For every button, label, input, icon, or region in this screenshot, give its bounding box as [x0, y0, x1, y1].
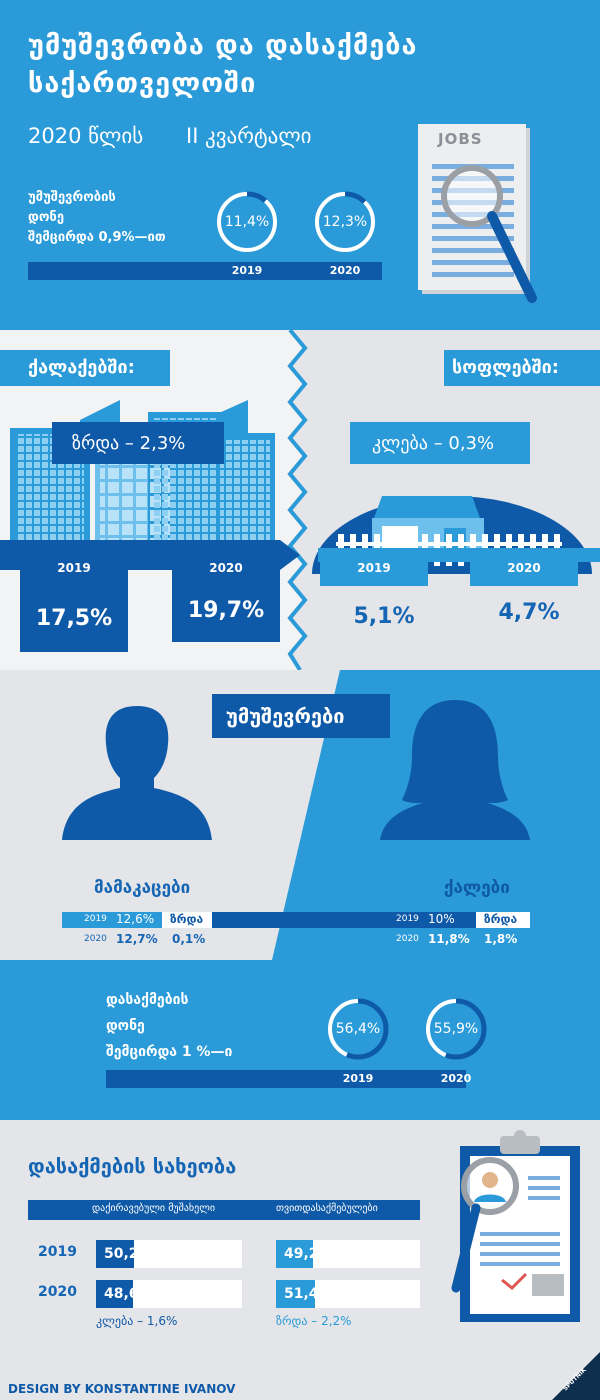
rural-year-2020: 2020 — [507, 561, 541, 575]
header-year-bar — [28, 262, 382, 280]
urban-change-box — [52, 422, 224, 464]
employment-section: დასაქმების დონე შემცირდა 1 %—ი 56,4% 55,… — [0, 960, 600, 1120]
women-change-cell — [476, 912, 530, 928]
rural-year-2019: 2019 — [357, 561, 391, 575]
urban-rural-section: ქალაქებში: ზრდა – 2,3% 2019 2020 17 — [0, 330, 600, 670]
men-change-cell — [162, 912, 212, 928]
sputnik-logo-icon — [552, 1352, 600, 1400]
unemp-2019-ring: 11,4% — [215, 190, 279, 254]
unemp-2019-value: 11,4% — [224, 214, 270, 230]
period-label: 2020 წლის — [28, 124, 144, 148]
rural-2020-box — [470, 556, 578, 586]
urban-year-2019: 2019 — [57, 561, 91, 575]
women-change-value: 1,8% — [484, 932, 518, 946]
header-year-2020: 2020 — [329, 264, 361, 277]
urban-value-2020: 19,7% — [187, 597, 265, 623]
footer-credit: DESIGN BY KONSTANTINE IVANOV — [8, 1382, 236, 1396]
unemp-label-1: უმუშევრობის — [28, 190, 116, 205]
title-line-1: უმუშევრობა და დასაქმება — [28, 30, 418, 61]
hired-change: კლება – 1,6% — [96, 1314, 178, 1328]
emp-2019-value: 56,4% — [335, 1021, 381, 1037]
men-v2020: 12,7% — [116, 932, 158, 946]
emp-2019-ring: 56,4% — [326, 997, 390, 1061]
self-2020-fill — [276, 1280, 315, 1308]
women-v2019: 10% — [428, 912, 455, 926]
men-y2020: 2020 — [84, 934, 107, 944]
jobs-sign-text: JOBS — [438, 130, 483, 148]
unemp-label-2: დონე — [28, 210, 65, 225]
col-hired: დაქირავებული მუშახელი — [92, 1203, 216, 1214]
women-v2020: 11,8% — [428, 932, 470, 946]
women-y2019: 2019 — [396, 914, 419, 924]
gender-section: უმუშევრები მამაკაცები ქალები 2019 12,6% … — [0, 670, 600, 960]
emp-year-2020: 2020 — [440, 1072, 472, 1085]
urban-value-2019: 17,5% — [35, 605, 113, 631]
self-2020-value: 51,4% — [284, 1286, 333, 1302]
rural-value-2019: 5,1% — [353, 603, 415, 629]
col-self: თვითდასაქმებულები — [276, 1203, 378, 1214]
ring-gauge — [425, 998, 487, 1060]
men-2019-cell — [62, 912, 186, 928]
unemp-2020-value: 12,3% — [322, 214, 368, 230]
header-year-2019: 2019 — [231, 264, 263, 277]
unemp-label-3: შემცირდა 0,9%—ით — [28, 230, 166, 245]
quarter-label: II კვარტალი — [186, 124, 312, 148]
ring-arc — [327, 998, 389, 1060]
urban-2020-box — [172, 560, 280, 642]
urban-heading: ქალაქებში: — [28, 357, 135, 378]
man-silhouette-icon — [62, 706, 212, 840]
header-section: უმუშევრობა და დასაქმება საქართველოში 202… — [0, 0, 600, 330]
urban-2019-box — [20, 560, 128, 652]
ring-gauge — [216, 191, 278, 253]
women-change-label: ზრდა — [484, 912, 518, 926]
ring-arc — [425, 998, 487, 1060]
women-label: ქალები — [444, 878, 510, 898]
men-label: მამაკაცები — [94, 878, 191, 898]
hired-2019-value: 50,2% — [104, 1246, 153, 1262]
men-change-value: 0,1% — [172, 932, 206, 946]
men-y2019: 2019 — [84, 914, 107, 924]
title-line-2: საქართველოში — [28, 68, 257, 99]
row-2019: 2019 — [38, 1244, 77, 1260]
hired-2020-fill — [96, 1280, 133, 1308]
unemployed-heading: უმუშევრები — [226, 704, 345, 728]
rural-2019-box — [320, 556, 428, 586]
urban-heading-box — [0, 350, 170, 386]
rural-heading: სოფლებში: — [452, 357, 559, 378]
emp-2020-value: 55,9% — [433, 1021, 479, 1037]
types-heading: დასაქმების სახეობა — [28, 1154, 237, 1178]
unemp-2020-ring: 12,3% — [313, 190, 377, 254]
ring-gauge — [314, 191, 376, 253]
emp-year-2019: 2019 — [342, 1072, 374, 1085]
ring-arc — [216, 191, 278, 253]
jobs-newspaper-icon — [418, 124, 537, 303]
hired-2019-fill — [96, 1240, 134, 1268]
rural-value-2020: 4,7% — [498, 599, 560, 625]
emp-label-3: შემცირდა 1 %—ი — [106, 1044, 233, 1060]
men-change-label: ზრდა — [170, 912, 204, 926]
hired-2020-value: 48,6% — [104, 1286, 153, 1302]
self-change: ზრდა – 2,2% — [276, 1314, 352, 1328]
men-v2019: 12,6% — [116, 912, 155, 926]
urban-change: ზრდა – 2,3% — [72, 433, 186, 454]
unemployed-heading-box — [212, 694, 390, 738]
row-2020: 2020 — [38, 1284, 77, 1300]
women-y2020: 2020 — [396, 934, 419, 944]
emp-2020-ring: 55,9% — [424, 997, 488, 1061]
emp-label-1: დასაქმების — [106, 992, 189, 1008]
rural-heading-box — [444, 350, 600, 386]
urban-year-2020: 2020 — [209, 561, 243, 575]
rural-change: კლება – 0,3% — [372, 433, 495, 454]
emp-year-bar — [106, 1070, 466, 1088]
rural-change-box — [350, 422, 530, 464]
ring-arc — [314, 191, 376, 253]
self-2019-fill — [276, 1240, 313, 1268]
woman-silhouette-icon — [380, 700, 530, 840]
types-section: დასაქმების სახეობა დაქირავებული მუშახელი… — [0, 1120, 600, 1400]
emp-label-2: დონე — [106, 1018, 145, 1034]
clipboard-resume-icon — [451, 1130, 580, 1322]
types-header-bar — [28, 1200, 420, 1220]
ring-gauge — [327, 998, 389, 1060]
self-2019-value: 49,2% — [284, 1246, 333, 1262]
